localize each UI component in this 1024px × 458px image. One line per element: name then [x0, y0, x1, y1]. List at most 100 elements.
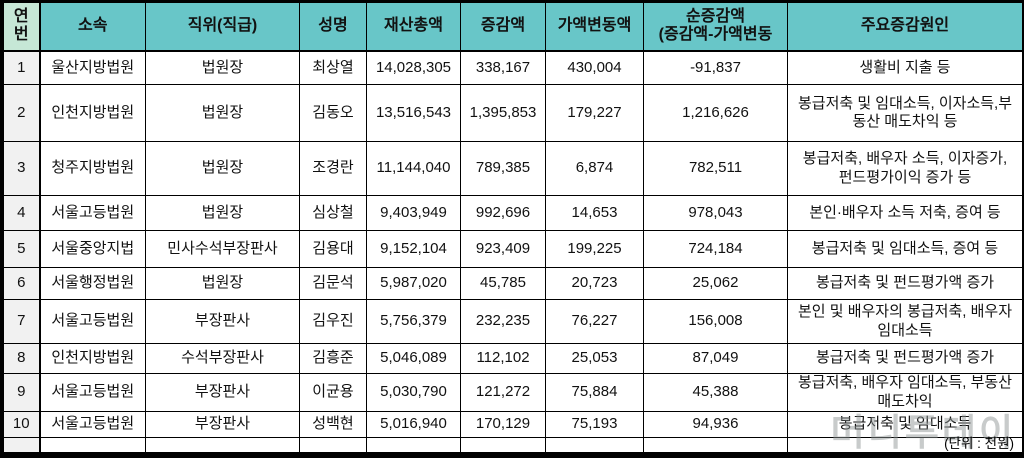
cell-name: 김우진 — [299, 299, 367, 344]
cell-value-change: 199,225 — [545, 230, 644, 268]
cell-affiliation: 서울행정법원 — [39, 267, 146, 300]
cell-main-reason: 봉급저축, 배우자 임대소득, 부동산 매도차익 — [787, 373, 1022, 412]
cell-no: 2 — [3, 84, 41, 142]
cell-position: 수석부장판사 — [145, 343, 300, 374]
col-header-position: 직위(직급) — [145, 2, 300, 52]
cell-main-reason: 봉급저축 및 임대소득, 이자소득,부동산 매도차익 등 — [787, 84, 1022, 142]
cell-affiliation: 인천지방법원 — [39, 84, 146, 142]
cell-main-reason: 봉급저축 및 임대소득, 증여 등 — [787, 230, 1022, 268]
col-header-name: 성명 — [299, 2, 367, 52]
col-header-no: 연번 — [3, 2, 41, 52]
cell-net-change: -91,837 — [643, 50, 788, 85]
cell-total-assets: 5,046,089 — [366, 343, 461, 374]
cell-main-reason: 봉급저축 및 임대소득 — [787, 411, 1022, 438]
cell-value-change: 75,884 — [545, 373, 644, 412]
col-header-affiliation: 소속 — [39, 2, 146, 52]
cell-no: 4 — [3, 195, 41, 231]
cell-change: 992,696 — [460, 195, 546, 231]
cell-position: 부장판사 — [145, 299, 300, 344]
cell-total-assets: 5,016,940 — [366, 411, 461, 438]
cell-change: 45,785 — [460, 267, 546, 300]
cell-total-assets: 13,516,543 — [366, 84, 461, 142]
table-row: 3 청주지방법원 법원장 조경란 11,144,040 789,385 6,87… — [3, 141, 1022, 196]
cell-main-reason: 봉급저축 및 펀드평가액 증가 — [787, 343, 1022, 374]
cell-name: 김문석 — [299, 267, 367, 300]
cell-affiliation: 인천지방법원 — [39, 343, 146, 374]
empty-cell — [545, 437, 644, 452]
table-row: 1 울산지방법원 법원장 최상열 14,028,305 338,167 430,… — [3, 50, 1022, 85]
col-header-net-change: 순증감액 (증감액-가액변동 — [643, 2, 788, 52]
table-row: 8 인천지방법원 수석부장판사 김흥준 5,046,089 112,102 25… — [3, 343, 1022, 374]
cell-affiliation: 서울고등법원 — [39, 373, 146, 412]
table-row: 7 서울고등법원 부장판사 김우진 5,756,379 232,235 76,2… — [3, 299, 1022, 344]
cell-value-change: 75,193 — [545, 411, 644, 438]
cell-no: 6 — [3, 267, 41, 300]
cell-affiliation: 청주지방법원 — [39, 141, 146, 196]
cell-change: 112,102 — [460, 343, 546, 374]
cell-change: 338,167 — [460, 50, 546, 85]
cell-main-reason: 본인·배우자 소득 저축, 증여 등 — [787, 195, 1022, 231]
cell-total-assets: 5,756,379 — [366, 299, 461, 344]
table-row: 2 인천지방법원 법원장 김동오 13,516,543 1,395,853 17… — [3, 84, 1022, 142]
cell-net-change: 782,511 — [643, 141, 788, 196]
empty-cell — [366, 437, 461, 452]
empty-cell — [39, 437, 146, 452]
cell-position: 법원장 — [145, 84, 300, 142]
cell-no: 10 — [3, 411, 41, 438]
cell-position: 법원장 — [145, 267, 300, 300]
cell-affiliation: 서울고등법원 — [39, 195, 146, 231]
table-row: 6 서울행정법원 법원장 김문석 5,987,020 45,785 20,723… — [3, 267, 1022, 300]
empty-cell — [3, 437, 41, 452]
col-header-total-assets: 재산총액 — [366, 2, 461, 52]
table-header: 연번 소속 직위(직급) 성명 재산총액 증감액 가액변동액 순증감액 (증감액… — [3, 2, 1022, 52]
empty-cell — [787, 437, 1022, 452]
empty-cell — [145, 437, 300, 452]
cell-position: 민사수석부장판사 — [145, 230, 300, 268]
cell-net-change: 1,216,626 — [643, 84, 788, 142]
cell-name: 김동오 — [299, 84, 367, 142]
cell-change: 789,385 — [460, 141, 546, 196]
table-row: 5 서울중앙지법 민사수석부장판사 김용대 9,152,104 923,409 … — [3, 230, 1022, 268]
table-row: 4 서울고등법원 법원장 심상철 9,403,949 992,696 14,65… — [3, 195, 1022, 231]
cell-net-change: 45,388 — [643, 373, 788, 412]
cell-net-change: 25,062 — [643, 267, 788, 300]
unit-note: (단위 : 천원) — [944, 436, 1014, 451]
empty-cell — [460, 437, 546, 452]
cell-position: 부장판사 — [145, 411, 300, 438]
empty-cell — [643, 437, 788, 452]
cell-total-assets: 9,152,104 — [366, 230, 461, 268]
table-row: 9 서울고등법원 부장판사 이균용 5,030,790 121,272 75,8… — [3, 373, 1022, 412]
cell-value-change: 179,227 — [545, 84, 644, 142]
cell-affiliation: 울산지방법원 — [39, 50, 146, 85]
cell-no: 3 — [3, 141, 41, 196]
data-table: 연번 소속 직위(직급) 성명 재산총액 증감액 가액변동액 순증감액 (증감액… — [3, 2, 1022, 452]
cell-main-reason: 본인 및 배우자의 봉급저축, 배우자 임대소득 — [787, 299, 1022, 344]
cell-no: 9 — [3, 373, 41, 412]
cell-value-change: 20,723 — [545, 267, 644, 300]
cell-name: 심상철 — [299, 195, 367, 231]
cell-name: 이균용 — [299, 373, 367, 412]
cell-net-change: 978,043 — [643, 195, 788, 231]
cell-no: 7 — [3, 299, 41, 344]
cell-value-change: 6,874 — [545, 141, 644, 196]
col-header-change: 증감액 — [460, 2, 546, 52]
cell-no: 1 — [3, 50, 41, 85]
table-row: 10 서울고등법원 부장판사 성백현 5,016,940 170,129 75,… — [3, 411, 1022, 438]
header-row: 연번 소속 직위(직급) 성명 재산총액 증감액 가액변동액 순증감액 (증감액… — [3, 2, 1022, 52]
cell-value-change: 25,053 — [545, 343, 644, 374]
cell-net-change: 156,008 — [643, 299, 788, 344]
empty-footer-row — [3, 437, 1022, 452]
cell-change: 232,235 — [460, 299, 546, 344]
empty-cell — [299, 437, 367, 452]
cell-change: 1,395,853 — [460, 84, 546, 142]
cell-name: 김흥준 — [299, 343, 367, 374]
cell-main-reason: 봉급저축 및 펀드평가액 증가 — [787, 267, 1022, 300]
cell-no: 8 — [3, 343, 41, 374]
cell-total-assets: 9,403,949 — [366, 195, 461, 231]
cell-main-reason: 생활비 지출 등 — [787, 50, 1022, 85]
cell-total-assets: 5,987,020 — [366, 267, 461, 300]
cell-change: 923,409 — [460, 230, 546, 268]
cell-affiliation: 서울중앙지법 — [39, 230, 146, 268]
cell-total-assets: 5,030,790 — [366, 373, 461, 412]
cell-value-change: 14,653 — [545, 195, 644, 231]
